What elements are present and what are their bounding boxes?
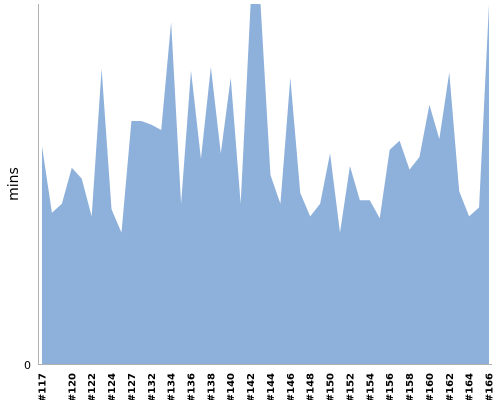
x-tick-label: #154 xyxy=(365,373,376,400)
x-tick-label: #164 xyxy=(465,373,476,400)
y-axis-title: mins xyxy=(6,167,22,201)
x-tick-label: #120 xyxy=(67,373,78,400)
x-tick-labels: #117 #120 #122 #124 #127 #132 #134 #136 #138 #140… xyxy=(38,373,496,400)
x-tick-label: #124 xyxy=(107,373,118,400)
x-tick-label: #150 xyxy=(326,373,337,400)
x-tick-label: #152 xyxy=(345,373,356,400)
x-tick-label: #117 xyxy=(38,373,49,400)
x-tick-label: #160 xyxy=(425,373,436,400)
x-tick-label: #140 xyxy=(226,373,237,400)
x-tick-label: #132 xyxy=(147,373,158,400)
x-tick-label: #136 xyxy=(187,373,198,400)
x-tick-label: #156 xyxy=(385,373,396,400)
x-tick-label: #138 xyxy=(206,373,217,400)
x-tick-label: #122 xyxy=(87,373,98,400)
plot-area xyxy=(42,4,489,364)
x-tick-label: #158 xyxy=(405,373,416,400)
x-tick-label: #142 xyxy=(246,373,257,400)
y-tick-label-zero: 0 xyxy=(24,359,31,372)
x-tick-label: #127 xyxy=(127,373,138,400)
x-tick-label: #148 xyxy=(306,373,317,400)
x-tick-label: #166 xyxy=(485,373,496,400)
series-area xyxy=(42,4,489,364)
x-tick-label: #162 xyxy=(445,373,456,400)
x-tick-label: #144 xyxy=(266,373,277,400)
x-tick-label: #134 xyxy=(167,373,178,400)
x-tick-label: #146 xyxy=(286,373,297,400)
